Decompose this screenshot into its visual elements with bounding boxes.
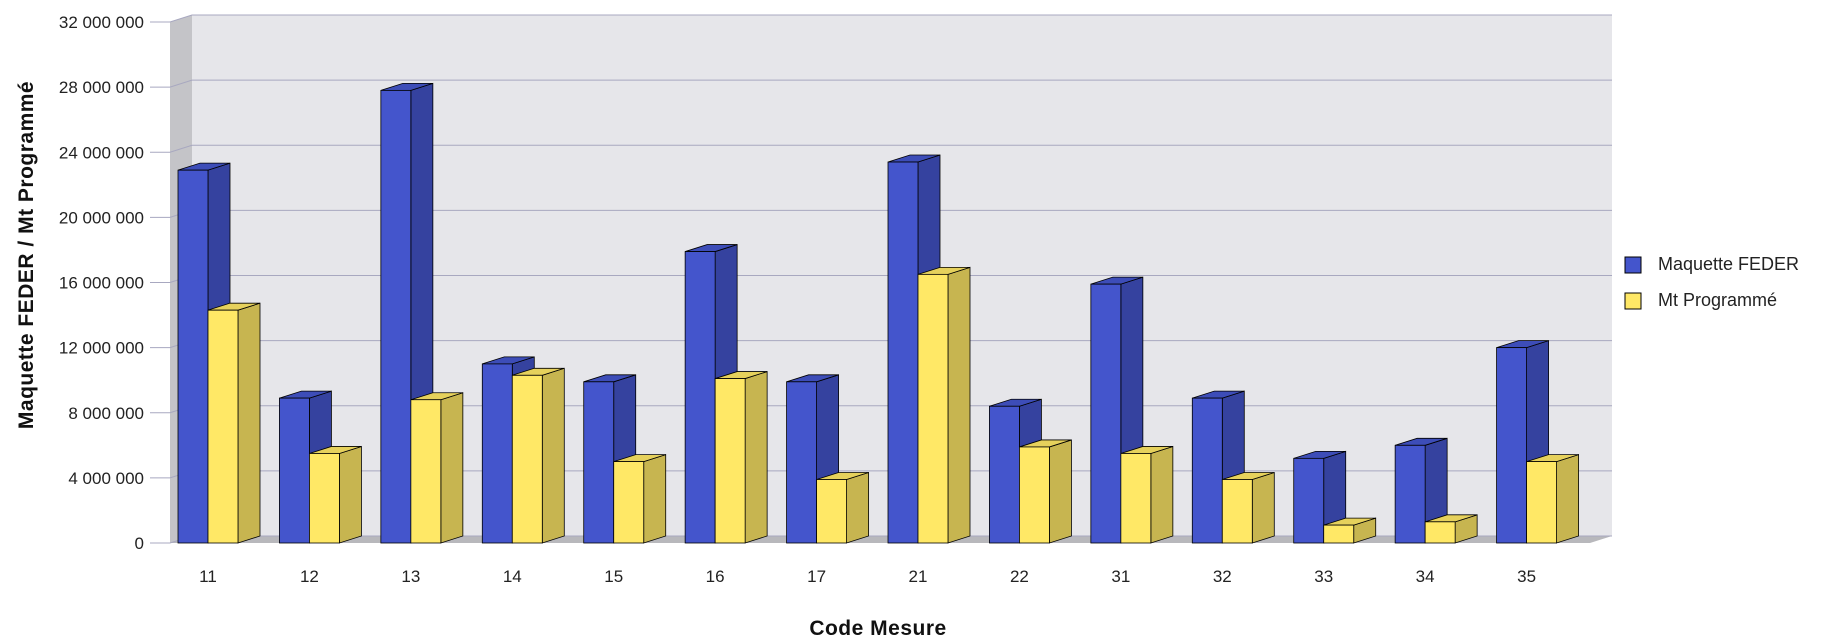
- y-tick-label: 20 000 000: [59, 208, 144, 227]
- bar-11-mt-programme: [207, 302, 261, 544]
- bar-32-mt-programme-front: [1221, 479, 1253, 544]
- bar-32-maquette-feder-front: [1191, 397, 1223, 544]
- legend-label-maquette-feder: Maquette FEDER: [1658, 254, 1799, 274]
- bar-21-mt-programme: [917, 266, 971, 544]
- bar-22-mt-programme: [1019, 439, 1072, 544]
- bar-13-mt-programme: [410, 392, 464, 544]
- bar-15-mt-programme-front: [613, 461, 645, 544]
- bar-14-mt-programme-side: [541, 367, 565, 544]
- bar-12-mt-programme-side: [339, 445, 362, 544]
- legend-swatch-mt-programme: [1624, 292, 1642, 310]
- bar-21-mt-programme-front: [917, 273, 949, 544]
- bar-14-mt-programme-front: [511, 374, 543, 544]
- bar-35-mt-programme-side: [1556, 454, 1579, 544]
- y-axis-ticks: 0 4 000 000 8 000 000 12 000 000 16 000 000 2…: [59, 13, 144, 553]
- x-tick-label: 12: [300, 567, 319, 586]
- bar-22-maquette-feder-front: [989, 405, 1020, 544]
- x-tick-label: 17: [807, 567, 826, 586]
- bar-11-maquette-feder-front: [177, 169, 209, 544]
- x-tick-label: 15: [604, 567, 623, 586]
- bar-33-maquette-feder-front: [1293, 457, 1325, 544]
- bar-17-mt-programme: [816, 471, 869, 544]
- bar-11-mt-programme-front: [207, 309, 239, 544]
- x-tick-label: 11: [199, 567, 217, 586]
- bar-35-mt-programme-front: [1526, 461, 1557, 544]
- y-tick-label: 0: [135, 534, 144, 553]
- bar-34-mt-programme: [1424, 514, 1478, 544]
- y-tick-label: 12 000 000: [59, 339, 144, 358]
- x-tick-label: 21: [909, 567, 928, 586]
- x-axis-ticks: 11 12 13 14 15 16 17 21 22 31 32 33 34 35: [199, 567, 1536, 586]
- x-tick-label: 33: [1314, 567, 1333, 586]
- bar-21-mt-programme-side: [947, 266, 971, 544]
- bar-34-maquette-feder: [1394, 437, 1448, 544]
- legend-label-mt-programme: Mt Programmé: [1658, 290, 1777, 310]
- bar-31-maquette-feder-front: [1090, 283, 1122, 544]
- bar-33-mt-programme-front: [1323, 524, 1355, 544]
- bar-32-mt-programme-side: [1251, 471, 1275, 544]
- y-tick-label: 16 000 000: [59, 274, 144, 293]
- bar-32-mt-programme: [1221, 471, 1275, 544]
- bar-14-mt-programme: [511, 367, 565, 544]
- bar-11-mt-programme-side: [237, 302, 261, 544]
- bar-12-mt-programme: [309, 445, 362, 544]
- bar-17-mt-programme-front: [816, 479, 847, 544]
- bar-31-mt-programme-side: [1150, 445, 1174, 544]
- bar-13-mt-programme-side: [440, 392, 464, 544]
- x-tick-label: 31: [1111, 567, 1130, 586]
- bar-21-maquette-feder-front: [887, 161, 919, 544]
- bar-34-mt-programme-front: [1424, 521, 1456, 544]
- x-tick-label: 16: [706, 567, 725, 586]
- x-axis-title: Code Mesure: [809, 617, 946, 637]
- y-tick-label: 8 000 000: [68, 404, 144, 423]
- bar-13-mt-programme-front: [410, 399, 442, 544]
- y-tick-label: 24 000 000: [59, 143, 144, 162]
- bar-15-mt-programme-side: [643, 454, 667, 544]
- legend-swatch-maquette-feder: [1624, 256, 1642, 274]
- legend: Maquette FEDER Mt Programmé: [1624, 254, 1799, 310]
- x-tick-label: 13: [401, 567, 420, 586]
- bar-35-maquette-feder-front: [1496, 347, 1527, 544]
- bar-14-maquette-feder-front: [481, 363, 513, 544]
- bar-16-maquette-feder-front: [684, 251, 716, 544]
- bar-34-maquette-feder-front: [1394, 444, 1426, 544]
- x-tick-label: 35: [1517, 567, 1536, 586]
- x-tick-label: 34: [1416, 567, 1435, 586]
- bars: [177, 82, 1579, 544]
- bar-35-mt-programme: [1526, 454, 1579, 544]
- gridline: [150, 14, 1612, 23]
- x-tick-label: 14: [503, 567, 522, 586]
- legend-item: Maquette FEDER: [1624, 254, 1799, 274]
- y-axis-title: Maquette FEDER / Mt Programmé: [15, 81, 38, 429]
- bar-15-mt-programme: [613, 454, 667, 544]
- y-tick-label: 4 000 000: [68, 469, 144, 488]
- y-tick-label: 32 000 000: [59, 13, 144, 32]
- bar-16-mt-programme: [714, 371, 768, 544]
- bar-17-maquette-feder-front: [786, 381, 817, 544]
- bar-31-mt-programme: [1120, 445, 1174, 544]
- bar-15-maquette-feder-front: [583, 381, 615, 544]
- bar-12-maquette-feder-front: [279, 397, 310, 544]
- bar-13-maquette-feder-front: [380, 89, 412, 544]
- bar-22-mt-programme-side: [1049, 439, 1072, 544]
- bar-16-mt-programme-side: [744, 371, 768, 544]
- bar-33-mt-programme: [1323, 517, 1377, 544]
- bar-31-mt-programme-front: [1120, 453, 1152, 544]
- bar-22-mt-programme-front: [1019, 446, 1050, 544]
- bar-17-mt-programme-side: [846, 471, 869, 544]
- bar-12-mt-programme-front: [309, 453, 340, 544]
- gridline: [150, 144, 1612, 153]
- bar-16-mt-programme-front: [714, 378, 746, 544]
- gridline: [150, 79, 1612, 88]
- y-tick-label: 28 000 000: [59, 78, 144, 97]
- x-tick-label: 32: [1213, 567, 1232, 586]
- x-tick-label: 22: [1010, 567, 1029, 586]
- legend-item: Mt Programmé: [1624, 290, 1777, 310]
